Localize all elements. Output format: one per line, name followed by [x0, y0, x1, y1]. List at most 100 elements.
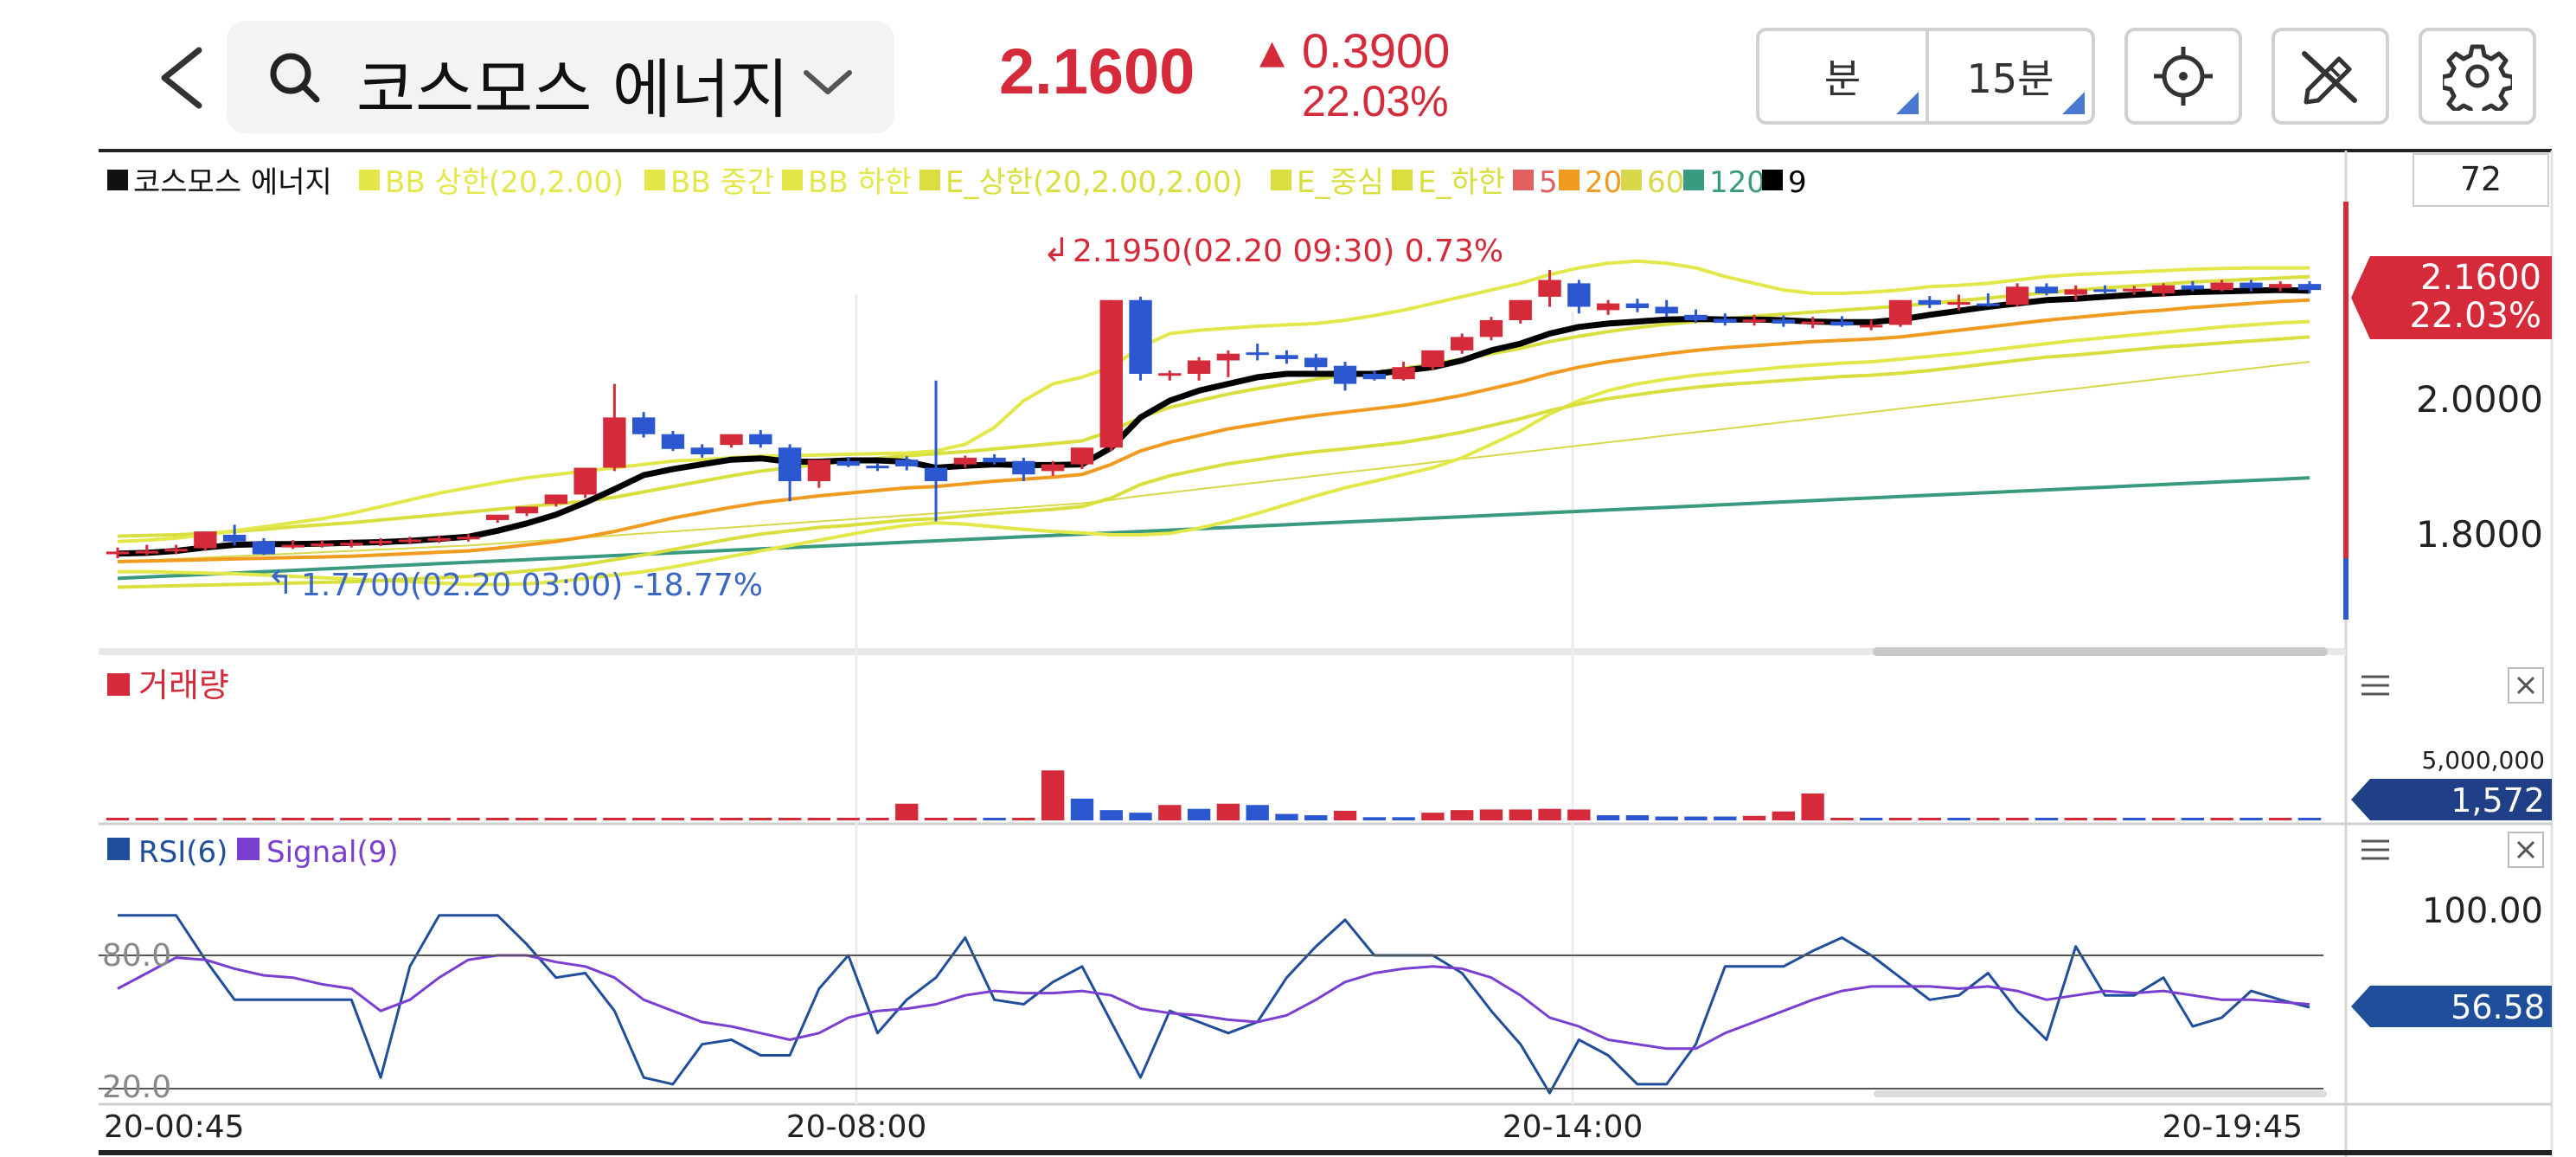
x-label-1400: 20-14:00: [1503, 1109, 1644, 1145]
chevron-down-icon[interactable]: [798, 55, 858, 107]
candle-body: [1860, 325, 1883, 328]
x-label-0800: 20-08:00: [786, 1109, 927, 1145]
volume-bar: [1041, 770, 1065, 820]
candle-body: [1655, 306, 1678, 314]
period-value-button[interactable]: 15분: [1926, 28, 2095, 125]
series-line-BB-상한: [117, 259, 2310, 543]
scale-box[interactable]: [2413, 153, 2549, 207]
volume-bar: [1392, 817, 1415, 820]
volume-bar: [1684, 816, 1708, 820]
stock-name: 코스모스 에너지: [356, 53, 790, 127]
volume-bar: [1772, 811, 1796, 820]
volume-bar: [1538, 808, 1561, 820]
volume-bars-group: [106, 770, 2322, 820]
volume-y-tick: 5,000,000: [2421, 746, 2545, 775]
price-legend: 코스모스 에너지 BB 상한(20,2.00) BB 중간 BB 하한 E_상한(20,…: [107, 165, 1807, 200]
candle-body: [1888, 299, 1913, 325]
legend-label-9: 60: [1647, 165, 1684, 200]
volume-bar: [1187, 808, 1211, 820]
candle-body: [1509, 299, 1532, 320]
stock-search-box[interactable]: 코스모스 에너지: [227, 21, 894, 133]
legend-label-3: BB 하한: [808, 165, 912, 200]
candle-body: [1099, 299, 1123, 448]
volume-bar: [1275, 813, 1298, 820]
legend-label-1: BB 상한(20,2.00): [385, 165, 624, 200]
candle-body: [427, 537, 451, 541]
volume-menu-icon[interactable]: [2361, 675, 2389, 696]
volume-bar: [1509, 809, 1532, 820]
candle-body: [222, 535, 247, 542]
candle-body: [1947, 302, 1970, 305]
header-bar: 코스모스 에너지 2.1600 ▲ 0.3900 22.03% 분 15분: [0, 0, 2576, 149]
volume-bar: [1655, 816, 1678, 820]
rsi-80-label: 80.0: [102, 938, 171, 974]
candle-body: [1567, 283, 1591, 307]
volume-bar: [340, 818, 363, 820]
candle-body: [1451, 337, 1474, 350]
candle-body: [457, 537, 480, 540]
legend-swatch-10: [1683, 170, 1704, 190]
volume-bar: [2123, 818, 2146, 820]
volume-close-icon[interactable]: [2508, 667, 2544, 704]
candle-body: [1012, 460, 1035, 475]
candle-body: [252, 541, 276, 555]
candle-body: [836, 460, 860, 466]
volume-bar: [895, 803, 919, 820]
crosshair-button[interactable]: [2124, 28, 2242, 125]
candle-body: [1362, 374, 1387, 380]
series-line-60: [117, 361, 2310, 562]
x-label-1945: 20-19:45: [2162, 1109, 2303, 1145]
candle-body: [778, 447, 802, 481]
y-tick-2000: 2.0000: [2416, 378, 2543, 421]
candle-body: [1801, 321, 1824, 325]
volume-legend-swatch: [107, 673, 130, 696]
candle-body: [1246, 352, 1269, 356]
settings-button[interactable]: [2419, 28, 2536, 125]
gear-icon: [2443, 44, 2512, 111]
drawing-tool-button[interactable]: [2272, 28, 2389, 125]
back-button[interactable]: [138, 35, 225, 121]
candle-body: [690, 447, 714, 454]
volume-bar: [778, 818, 802, 820]
current-price-tag: [2351, 256, 2552, 339]
rsi-close-icon[interactable]: [2508, 832, 2544, 868]
legend-swatch-5: [1271, 170, 1291, 190]
signal-legend-swatch: [237, 838, 260, 860]
series-line-120: [117, 476, 2310, 581]
volume-bar: [1246, 805, 1269, 820]
candle-body: [924, 467, 948, 481]
candle-body: [749, 434, 772, 445]
candle-body: [1070, 447, 1094, 465]
volume-bar: [1158, 805, 1182, 820]
volume-bar: [1567, 809, 1591, 820]
candle-body: [895, 460, 919, 466]
candle-body: [866, 466, 889, 469]
chevron-left-icon: [161, 47, 202, 109]
volume-bar: [1801, 793, 1824, 820]
rsi-menu-icon[interactable]: [2361, 839, 2389, 860]
rsi-last-tag-value: 56.58: [2451, 988, 2545, 1026]
volume-bar: [2035, 818, 2059, 820]
volume-bar: [1479, 809, 1503, 820]
period-value-label: 15분: [1966, 55, 2054, 102]
volume-bar: [953, 818, 977, 820]
volume-bar: [2093, 818, 2117, 820]
volume-bar: [1830, 818, 1854, 820]
volume-bar: [515, 818, 539, 820]
candle-body: [983, 457, 1006, 463]
volume-bar: [1918, 818, 1941, 820]
candle-body: [281, 544, 304, 548]
change-percent: 22.03%: [1302, 77, 1449, 125]
volume-bar: [106, 818, 130, 820]
volume-bar: [398, 818, 422, 820]
candle-body: [340, 543, 363, 546]
legend-label-10: 120: [1709, 165, 1765, 200]
candle-body: [1187, 360, 1211, 374]
candle-body: [1421, 350, 1445, 368]
candle-body: [1977, 303, 2000, 306]
candle-body: [631, 417, 656, 434]
candle-body: [1918, 299, 1941, 305]
volume-bar: [222, 818, 247, 820]
y-tick-1800: 1.8000: [2416, 513, 2543, 556]
